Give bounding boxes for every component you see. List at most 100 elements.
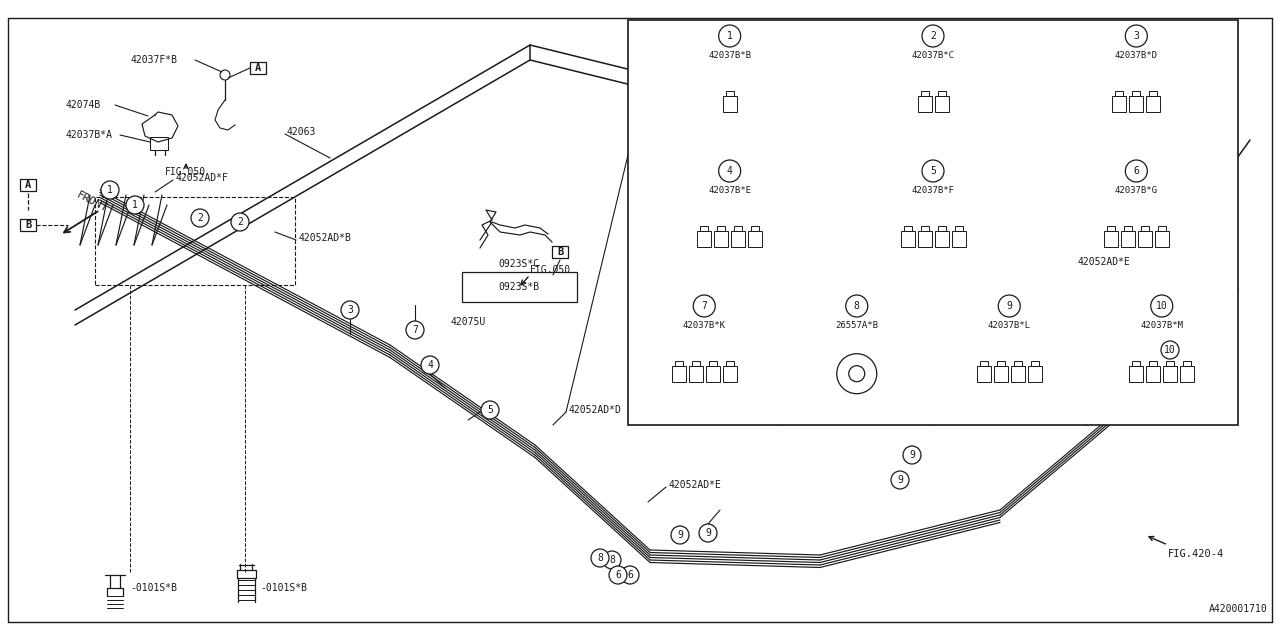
Text: 3: 3 [1133, 31, 1139, 41]
Text: 1: 1 [727, 31, 732, 41]
Text: 5: 5 [931, 166, 936, 176]
Circle shape [718, 25, 741, 47]
Circle shape [1161, 341, 1179, 359]
Bar [1103, 230, 1117, 246]
Bar [749, 230, 762, 246]
Bar [934, 96, 948, 112]
Bar [918, 96, 932, 112]
Text: 9: 9 [909, 450, 915, 460]
Text: A: A [255, 63, 261, 73]
Bar [1115, 91, 1124, 96]
Text: 42052AD*B: 42052AD*B [298, 233, 351, 243]
Bar [1014, 361, 1021, 365]
Circle shape [340, 301, 358, 319]
Text: 42052AD*E: 42052AD*E [668, 480, 721, 490]
Text: 42037B*B: 42037B*B [708, 51, 751, 60]
Text: 5: 5 [488, 405, 493, 415]
Circle shape [603, 551, 621, 569]
Bar [689, 365, 703, 381]
Circle shape [191, 209, 209, 227]
Text: 2: 2 [237, 217, 243, 227]
Text: FIG.420-4: FIG.420-4 [1169, 549, 1224, 559]
Circle shape [718, 160, 741, 182]
Text: 42037B*G: 42037B*G [1115, 186, 1158, 195]
Text: 9: 9 [677, 530, 684, 540]
Text: 8: 8 [596, 553, 603, 563]
Bar [462, 272, 577, 302]
Bar [993, 365, 1007, 381]
Text: 42052AD*F: 42052AD*F [175, 173, 228, 183]
Text: 42052AD*D: 42052AD*D [568, 405, 621, 415]
Bar [726, 361, 733, 365]
Bar [920, 226, 928, 230]
Bar [977, 365, 991, 381]
Bar [714, 230, 728, 246]
Text: 2: 2 [931, 31, 936, 41]
Bar [1133, 91, 1140, 96]
Text: 42037B*E: 42037B*E [708, 186, 751, 195]
Circle shape [421, 356, 439, 374]
Bar [955, 226, 963, 230]
Bar [717, 226, 726, 230]
Bar [1129, 96, 1143, 112]
Text: FIG.050: FIG.050 [530, 265, 571, 275]
Circle shape [922, 160, 945, 182]
Text: 2: 2 [197, 213, 204, 223]
Bar [1149, 361, 1157, 365]
Text: 42075U: 42075U [451, 317, 485, 327]
Text: 42037B*M: 42037B*M [1140, 321, 1183, 330]
Bar [1164, 365, 1178, 381]
Bar [951, 230, 965, 246]
Text: 6: 6 [627, 570, 632, 580]
Bar [250, 62, 266, 74]
Bar [20, 219, 36, 231]
Circle shape [998, 295, 1020, 317]
Bar [1107, 226, 1115, 230]
Bar [726, 91, 733, 96]
Text: -0101S*B: -0101S*B [260, 583, 307, 593]
Text: 42063: 42063 [285, 127, 315, 137]
Bar [1180, 365, 1194, 381]
Circle shape [406, 321, 424, 339]
Bar [20, 179, 36, 191]
Text: 42037B*D: 42037B*D [1115, 51, 1158, 60]
Bar [1158, 226, 1166, 230]
Bar [705, 365, 719, 381]
Bar [997, 361, 1005, 365]
Text: 42037B*F: 42037B*F [911, 186, 955, 195]
Bar [1140, 226, 1149, 230]
Bar [1121, 230, 1135, 246]
Text: B: B [557, 247, 563, 257]
Bar [628, 20, 1238, 425]
Text: 6: 6 [1133, 166, 1139, 176]
Bar [700, 226, 708, 230]
Bar [979, 361, 988, 365]
Text: 7: 7 [701, 301, 707, 311]
Text: 3: 3 [347, 305, 353, 315]
Text: -0101S*B: -0101S*B [131, 583, 177, 593]
Bar [751, 226, 759, 230]
Text: 42037B*C: 42037B*C [911, 51, 955, 60]
Bar [904, 226, 911, 230]
Circle shape [922, 25, 945, 47]
Text: 8: 8 [609, 555, 614, 565]
Text: 4: 4 [727, 166, 732, 176]
Circle shape [699, 524, 717, 542]
Bar [723, 96, 737, 112]
Bar [731, 230, 745, 246]
Text: A: A [24, 180, 31, 190]
Bar [1147, 96, 1161, 112]
Text: 42037B*L: 42037B*L [988, 321, 1030, 330]
Text: 42052AD*E: 42052AD*E [1078, 257, 1130, 267]
Bar [723, 365, 737, 381]
Bar [237, 570, 256, 578]
Bar [934, 230, 948, 246]
Bar [95, 197, 294, 285]
Text: 0923S*C: 0923S*C [498, 259, 539, 269]
Bar [672, 365, 686, 381]
Text: A420001710: A420001710 [1210, 604, 1268, 614]
Bar [1183, 361, 1192, 365]
Bar [1030, 361, 1039, 365]
Circle shape [230, 213, 250, 231]
Bar [1155, 230, 1169, 246]
